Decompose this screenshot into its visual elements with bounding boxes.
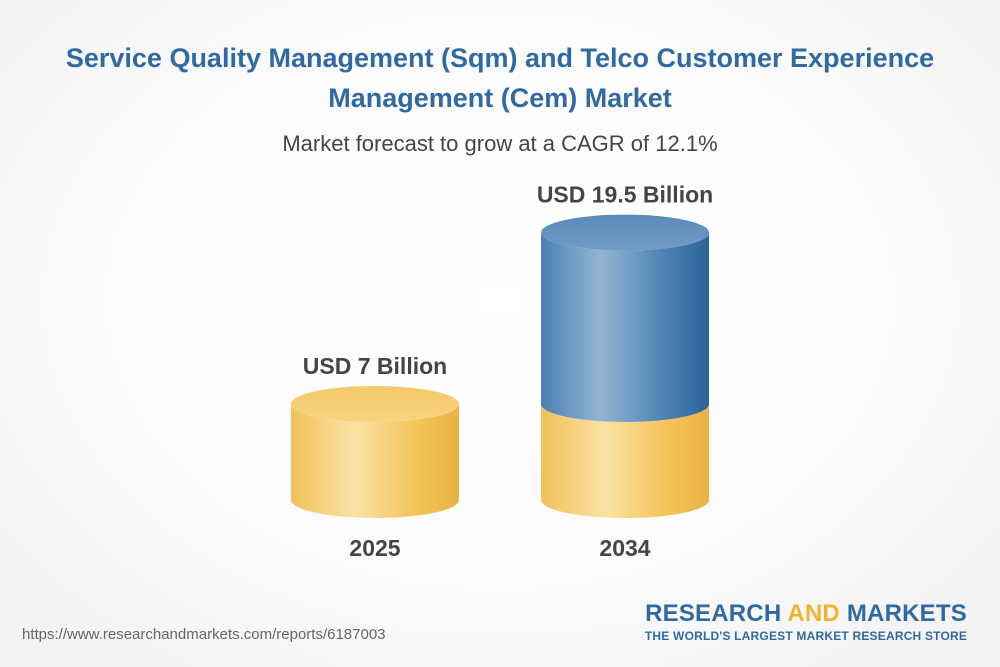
bar-top-cap bbox=[541, 214, 709, 251]
source-url[interactable]: https://www.researchandmarkets.com/repor… bbox=[22, 626, 386, 643]
cylinder-bar-2025 bbox=[291, 386, 459, 518]
cylinder-bar-2034 bbox=[541, 214, 709, 518]
logo-word-and: AND bbox=[787, 600, 840, 627]
logo-wordmark: RESEARCH AND MARKETS bbox=[636, 600, 976, 628]
cylinder-chart: USD 7 Billion 2025 USD 19.5 Billion 2034 bbox=[291, 182, 713, 561]
category-label-2034: 2034 bbox=[599, 535, 650, 561]
bar-growth-segment bbox=[541, 232, 709, 422]
bar-base-segment bbox=[291, 404, 459, 518]
chart-subtitle: Market forecast to grow at a CAGR of 12.… bbox=[282, 131, 718, 156]
bar-base-segment bbox=[541, 404, 709, 518]
value-label-2025: USD 7 Billion bbox=[303, 353, 447, 379]
category-label-2025: 2025 bbox=[349, 535, 400, 561]
chart-title: Service Quality Management (Sqm) and Tel… bbox=[65, 43, 935, 113]
logo-tagline: THE WORLD'S LARGEST MARKET RESEARCH STOR… bbox=[644, 629, 968, 643]
bar-top-cap bbox=[291, 386, 459, 422]
logo-word-markets: MARKETS bbox=[846, 600, 967, 627]
research-and-markets-logo: RESEARCH AND MARKETS THE WORLD'S LARGEST… bbox=[636, 600, 976, 644]
value-label-2034: USD 19.5 Billion bbox=[537, 182, 713, 208]
logo-word-research: RESEARCH bbox=[645, 600, 782, 627]
